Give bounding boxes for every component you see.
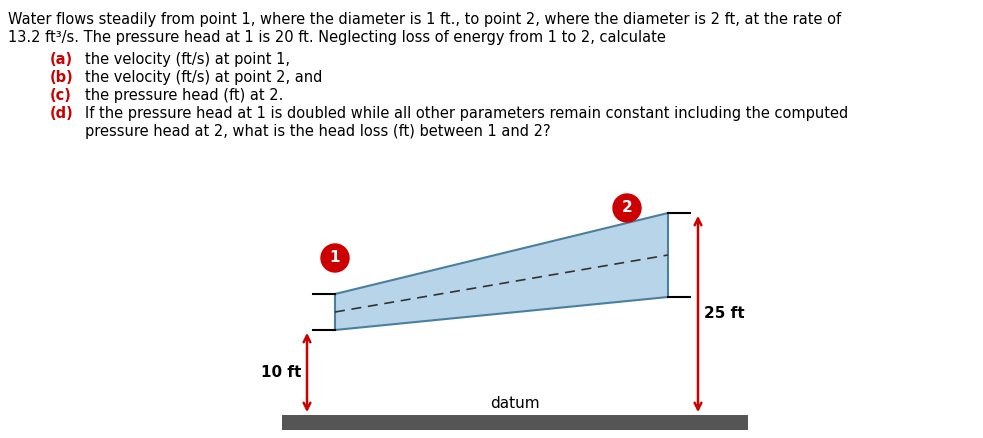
Bar <box>282 415 748 430</box>
Circle shape <box>613 194 641 222</box>
Text: If the pressure head at 1 is doubled while all other parameters remain constant : If the pressure head at 1 is doubled whi… <box>85 106 848 121</box>
Text: the velocity (ft/s) at point 2, and: the velocity (ft/s) at point 2, and <box>85 70 322 85</box>
Text: 25 ft: 25 ft <box>704 307 745 321</box>
Text: (d): (d) <box>50 106 74 121</box>
Text: the velocity (ft/s) at point 1,: the velocity (ft/s) at point 1, <box>85 52 290 67</box>
Text: pressure head at 2, what is the head loss (ft) between 1 and 2?: pressure head at 2, what is the head los… <box>85 124 550 139</box>
Text: 1: 1 <box>329 251 340 265</box>
Text: 2: 2 <box>621 201 632 215</box>
Text: Water flows steadily from point 1, where the diameter is 1 ft., to point 2, wher: Water flows steadily from point 1, where… <box>8 12 841 27</box>
Circle shape <box>321 244 349 272</box>
Polygon shape <box>335 213 668 330</box>
Text: (b): (b) <box>50 70 74 85</box>
Text: (c): (c) <box>50 88 72 103</box>
Text: 10 ft: 10 ft <box>260 365 301 380</box>
Text: (a): (a) <box>50 52 73 67</box>
Text: the pressure head (ft) at 2.: the pressure head (ft) at 2. <box>85 88 283 103</box>
Text: datum: datum <box>491 396 540 411</box>
Text: 13.2 ft³/s. The pressure head at 1 is 20 ft. Neglecting loss of energy from 1 to: 13.2 ft³/s. The pressure head at 1 is 20… <box>8 30 665 45</box>
